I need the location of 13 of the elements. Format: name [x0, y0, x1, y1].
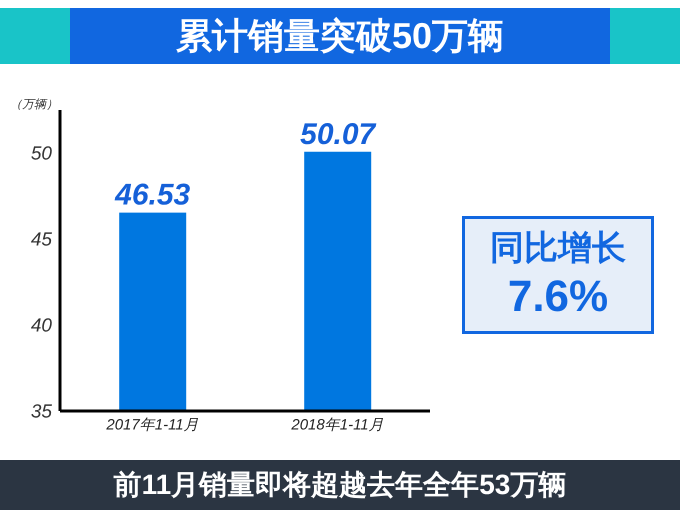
text: 7.6% — [506, 271, 610, 323]
data-label: 50.07 — [300, 118, 377, 151]
chart-title: 累计销量突破50万辆 — [70, 8, 610, 64]
data-label: 46.53 — [114, 178, 191, 212]
text: 同比增长 — [489, 228, 627, 269]
y-tick-label: 45 — [30, 230, 52, 251]
y-tick-label: 35 — [30, 402, 52, 423]
x-tick-label: 2017年1-11月 — [105, 416, 199, 434]
y-tick-label: 40 — [30, 316, 52, 337]
text: 前11月销量即将超越去年全年53万辆 — [0, 460, 680, 510]
y-tick-label: 50 — [30, 144, 52, 165]
y-axis-title: （万辆） — [10, 96, 58, 113]
x-tick-label: 2018年1-11月 — [290, 416, 384, 434]
